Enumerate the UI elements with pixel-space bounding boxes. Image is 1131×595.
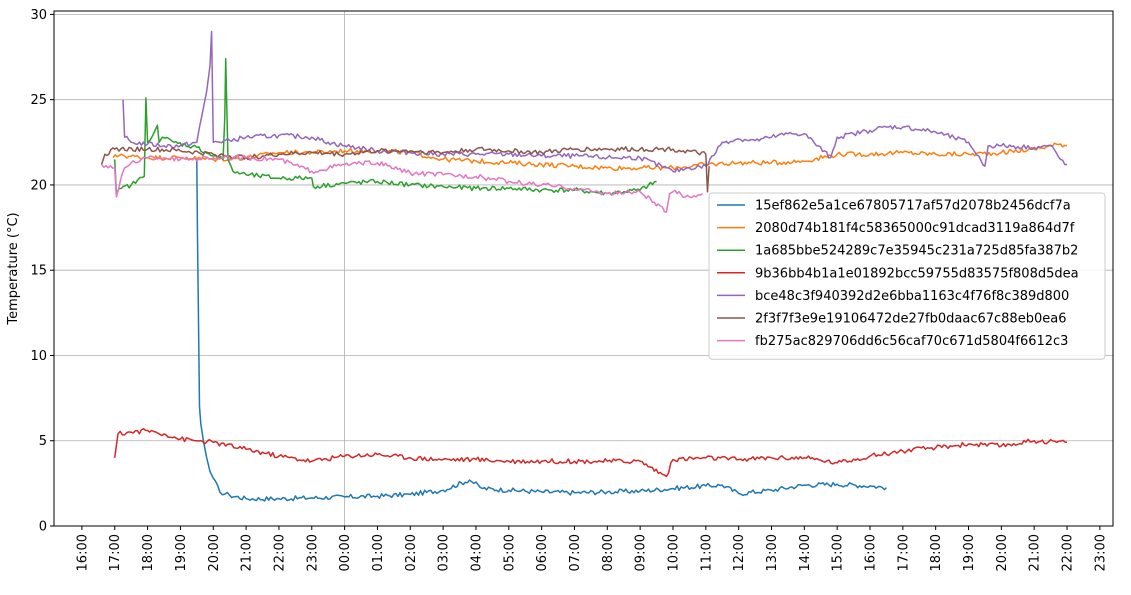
legend-label: 2f3f7f3e9e19106472de27fb0daac67c88eb0ea6 — [755, 312, 1066, 327]
x-tick-label: 19:00 — [174, 534, 189, 571]
y-tick-label: 20 — [30, 178, 47, 193]
x-tick-label: 18:00 — [929, 534, 944, 571]
x-tick-label: 16:00 — [75, 534, 90, 571]
x-tick-label: 23:00 — [1093, 534, 1108, 571]
x-tick-label: 01:00 — [371, 534, 386, 571]
x-tick-label: 05:00 — [502, 534, 517, 571]
y-tick-label: 10 — [30, 349, 47, 364]
y-axis-label: Temperature (°C) — [6, 212, 21, 325]
x-tick-label: 04:00 — [470, 534, 485, 571]
x-tick-label: 11:00 — [699, 534, 714, 571]
series-line-2 — [112, 142, 1068, 171]
x-tick-label: 00:00 — [338, 534, 353, 571]
x-tick-label: 22:00 — [1061, 534, 1076, 571]
y-axis: 0 5 10 15 20 25 30 — [30, 8, 54, 535]
series-layer — [100, 30, 1068, 502]
x-tick-label: 10:00 — [667, 534, 682, 571]
legend-label: 1a685bbe524289c7e35945c231a725d85fa387b2 — [755, 244, 1078, 259]
legend-label: fb275ac829706dd6c56caf70c671d5804f6612c3 — [755, 334, 1068, 349]
series-line-7 — [101, 154, 703, 213]
series-line-4 — [113, 428, 1068, 478]
x-tick-label: 20:00 — [207, 534, 222, 571]
x-tick-label: 22:00 — [272, 534, 287, 571]
y-tick-label: 15 — [30, 264, 47, 279]
legend-label: 9b36bb4b1a1e01892bcc59755d83575f808d5dea — [755, 266, 1079, 281]
y-tick-label: 5 — [39, 434, 47, 449]
y-tick-label: 25 — [30, 93, 47, 108]
x-tick-label: 03:00 — [437, 534, 452, 571]
y-tick-label: 0 — [39, 520, 47, 535]
x-tick-label: 16:00 — [864, 534, 879, 571]
legend-box — [708, 192, 1106, 360]
legend-label: 15ef862e5a1ce67805717af57d2078b2456dcf7a — [755, 199, 1071, 214]
x-axis: 16:00 17:00 18:00 19:00 20:00 21:00 22:00 23:00… — [75, 526, 1108, 571]
x-tick-label: 19:00 — [962, 534, 977, 571]
legend-label: bce48c3f940392d2e6bba1163c4f76f8c389d800 — [755, 289, 1069, 304]
x-tick-label: 17:00 — [108, 534, 123, 571]
series-line-3 — [113, 57, 657, 196]
x-tick-label: 21:00 — [240, 534, 255, 571]
x-tick-label: 07:00 — [568, 534, 583, 571]
plot-frame — [53, 10, 1114, 527]
x-tick-label: 06:00 — [535, 534, 550, 571]
x-tick-label: 13:00 — [765, 534, 780, 571]
x-tick-label: 18:00 — [141, 534, 156, 571]
x-tick-label: 21:00 — [1028, 534, 1043, 571]
x-tick-label: 20:00 — [995, 534, 1010, 571]
grid — [54, 11, 1113, 526]
series-line-5 — [122, 30, 1068, 173]
legend: 15ef862e5a1ce67805717af57d2078b2456dcf7a… — [708, 192, 1106, 360]
y-tick-label: 30 — [30, 8, 47, 23]
x-tick-label: 15:00 — [831, 534, 846, 571]
x-tick-label: 09:00 — [634, 534, 649, 571]
x-tick-label: 08:00 — [601, 534, 616, 571]
series-line-6 — [100, 146, 710, 193]
legend-label: 2080d74b181f4c58365000c91dcad3119a864d7f — [755, 221, 1075, 236]
x-tick-label: 12:00 — [732, 534, 747, 571]
x-tick-label: 23:00 — [305, 534, 320, 571]
series-line-1 — [196, 159, 887, 502]
x-tick-label: 17:00 — [896, 534, 911, 571]
x-tick-label: 02:00 — [404, 534, 419, 571]
x-tick-label: 14:00 — [798, 534, 813, 571]
